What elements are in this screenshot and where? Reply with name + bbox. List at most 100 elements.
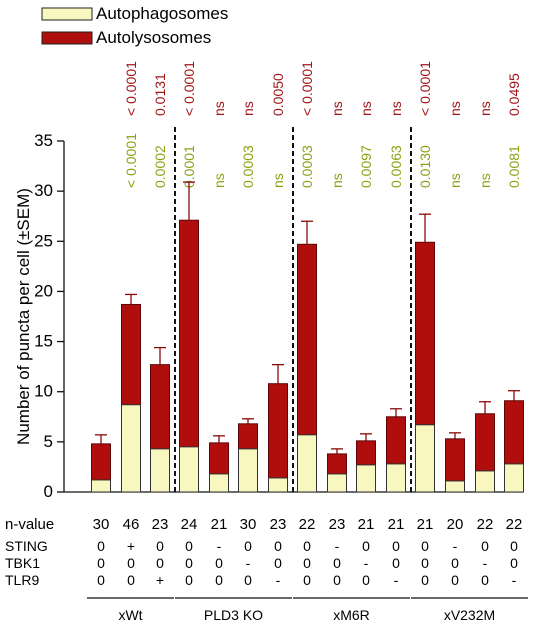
condition-label: TLR9: [5, 572, 39, 588]
bar-autolysosomes: [297, 243, 317, 436]
y-tick-label: 25: [34, 231, 53, 250]
bar-autolysosomes: [91, 443, 111, 481]
condition-value: -: [483, 555, 488, 571]
condition-value: -: [364, 555, 369, 571]
condition-value: -: [453, 538, 458, 554]
p-value-autolysosomes: ns: [240, 101, 256, 116]
p-value-autolysosomes: ns: [388, 101, 404, 116]
n-value: 23: [152, 516, 169, 533]
n-value: 30: [240, 516, 257, 533]
y-tick-label: 0: [44, 482, 53, 501]
bar-autophagosomes: [91, 479, 111, 493]
condition-value: 0: [510, 555, 518, 571]
condition-value: 0: [127, 572, 135, 588]
y-tick-label: 10: [34, 382, 53, 401]
y-tick-label: 30: [34, 181, 53, 200]
n-value: 20: [447, 516, 464, 533]
p-value-autolysosomes: < 0.0001: [123, 61, 139, 116]
bar-autolysosomes: [268, 383, 288, 479]
group-separators: [174, 127, 412, 493]
condition-value: 0: [127, 555, 135, 571]
bar-autolysosomes: [179, 219, 199, 448]
bar-autophagosomes: [356, 464, 376, 493]
legend-swatch: [41, 31, 93, 45]
group-label: xV232M: [444, 607, 495, 623]
n-value: 22: [477, 516, 494, 533]
p-value-autophagosomes: ns: [447, 173, 463, 188]
condition-value: 0: [244, 538, 252, 554]
condition-value: 0: [215, 572, 223, 588]
p-value-autophagosomes: 0.0002: [152, 145, 168, 188]
p-value-autophagosomes: 0.0097: [358, 145, 374, 188]
n-value: 21: [358, 516, 375, 533]
condition-value: 0: [333, 572, 341, 588]
y-tick-label: 35: [34, 131, 53, 150]
p-value-autophagosomes: ns: [211, 173, 227, 188]
condition-value: 0: [156, 555, 164, 571]
condition-value: -: [246, 555, 251, 571]
condition-value: 0: [392, 555, 400, 571]
condition-value: 0: [451, 572, 459, 588]
bar-autophagosomes: [150, 448, 170, 493]
p-value-autolysosomes: ns: [447, 101, 463, 116]
condition-value: 0: [185, 538, 193, 554]
p-value-autolysosomes: 0.0131: [152, 73, 168, 116]
bar-autolysosomes: [150, 364, 170, 450]
y-tick-label: 5: [44, 432, 53, 451]
n-value: 22: [506, 516, 523, 533]
condition-label: TBK1: [5, 555, 40, 571]
condition-value: 0: [274, 538, 282, 554]
p-value-autolysosomes: ns: [211, 101, 227, 116]
n-value: 23: [329, 516, 346, 533]
bar-autophagosomes: [504, 463, 524, 493]
p-value-autolysosomes: 0.0050: [270, 73, 286, 116]
legend-label: Autophagosomes: [96, 4, 228, 23]
y-tick-label: 20: [34, 281, 53, 300]
group-label: xWt: [118, 607, 142, 623]
condition-value: 0: [362, 538, 370, 554]
bar-autophagosomes: [297, 434, 317, 493]
bar-autophagosomes: [475, 470, 495, 493]
condition-value: 0: [215, 555, 223, 571]
p-value-autophagosomes: ns: [270, 173, 286, 188]
p-value-autolysosomes: ns: [477, 101, 493, 116]
bar-autophagosomes: [121, 404, 141, 493]
p-value-autolysosomes: ns: [329, 101, 345, 116]
p-value-autophagosomes: 0.0063: [388, 145, 404, 188]
n-value: 46: [123, 516, 140, 533]
condition-value: -: [335, 538, 340, 554]
p-value-autophagosomes: < 0.0001: [123, 133, 139, 188]
bar-autolysosomes: [121, 303, 141, 406]
condition-table: n-value 30 46 23 24 21 30 23 22 23 21 21 21 20 22 22 STI…: [5, 516, 522, 588]
bar-autophagosomes: [415, 424, 435, 493]
condition-value: 0: [97, 555, 105, 571]
bar-autolysosomes: [415, 241, 435, 426]
condition-value: 0: [421, 538, 429, 554]
p-value-autophagosomes: 0.0130: [417, 145, 433, 188]
group-label: PLD3 KO: [204, 607, 263, 623]
legend-label: Autolysosomes: [96, 28, 211, 47]
legend: Autophagosomes Autolysosomes: [41, 4, 228, 47]
condition-value: 0: [185, 555, 193, 571]
bar-autophagosomes: [179, 446, 199, 493]
condition-value: 0: [510, 538, 518, 554]
condition-value: 0: [392, 538, 400, 554]
condition-value: 0: [303, 555, 311, 571]
n-value: 24: [181, 516, 198, 533]
bar-autophagosomes: [238, 448, 258, 493]
bar-autophagosomes: [327, 473, 347, 493]
condition-value: 0: [451, 555, 459, 571]
group-labels: xWt PLD3 KO xM6R xV232M: [87, 597, 528, 623]
bar-autolysosomes: [209, 442, 229, 475]
condition-value: -: [394, 572, 399, 588]
condition-value: -: [512, 572, 517, 588]
n-value: 23: [270, 516, 287, 533]
bar-autolysosomes: [327, 453, 347, 475]
condition-value: 0: [481, 572, 489, 588]
n-value-label: n-value: [5, 516, 54, 533]
condition-value: -: [276, 572, 281, 588]
p-value-autophagosomes: ns: [329, 173, 345, 188]
p-value-autophagosomes: ns: [477, 173, 493, 188]
condition-value: 0: [481, 538, 489, 554]
